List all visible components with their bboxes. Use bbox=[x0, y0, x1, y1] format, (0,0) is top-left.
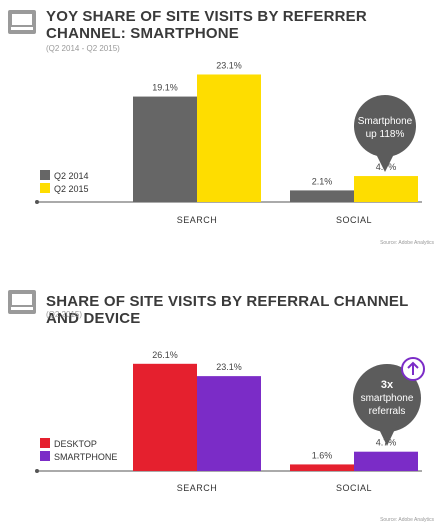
data-label: 1.6% bbox=[312, 450, 333, 460]
legend-swatch bbox=[40, 170, 50, 180]
category-label-social: SOCIAL bbox=[336, 215, 372, 225]
chart-title: SHARE OF SITE VISITS BY REFERRAL CHANNEL… bbox=[46, 293, 409, 327]
data-label: 23.1% bbox=[216, 60, 242, 70]
bar-chart-channel-device: 26.1%23.1%SEARCH1.6%4.7%SOCIALDESKTOPSMA… bbox=[35, 350, 425, 493]
bar-desktop-social bbox=[290, 464, 354, 471]
source-note: Source: Adobe Analytics bbox=[380, 240, 434, 246]
data-label: 23.1% bbox=[216, 362, 242, 372]
callout-bubble bbox=[354, 95, 416, 157]
legend-entry: Q2 2015 bbox=[54, 184, 89, 194]
laptop-icon bbox=[8, 10, 36, 34]
callout-line2: smartphone bbox=[361, 393, 414, 404]
source-note: Source: Adobe Analytics bbox=[380, 517, 434, 523]
callout-line2: up 118% bbox=[366, 129, 405, 140]
data-label: 19.1% bbox=[152, 83, 178, 93]
data-label: 2.1% bbox=[312, 176, 333, 186]
callout-line3: referrals bbox=[369, 406, 406, 417]
x-axis-start-dot bbox=[35, 200, 39, 204]
bar-desktop-search bbox=[133, 363, 197, 471]
bar-q2-2014-search bbox=[133, 96, 197, 202]
bar-q2-2014-social bbox=[290, 190, 354, 202]
category-label-search: SEARCH bbox=[177, 215, 218, 225]
legend-swatch bbox=[40, 451, 50, 461]
callout-pointer bbox=[377, 425, 397, 446]
bar-smartphone-social bbox=[354, 451, 418, 471]
category-label-search: SEARCH bbox=[177, 483, 218, 493]
legend-entry: SMARTPHONE bbox=[54, 452, 117, 462]
chart-subtitle: (Q2 2014 - Q2 2015) bbox=[46, 44, 120, 53]
legend-swatch bbox=[40, 438, 50, 448]
up-arrow-icon bbox=[407, 361, 419, 375]
callout-line1: Smartphone bbox=[358, 116, 413, 127]
callout-line1: 3x bbox=[381, 379, 394, 391]
x-axis-start-dot bbox=[35, 469, 39, 473]
laptop-icon bbox=[8, 290, 36, 314]
bar-smartphone-search bbox=[197, 376, 261, 471]
chart-panel-smartphone-yoy: YOY SHARE OF SITE VISITS BY REFERRER CHA… bbox=[0, 0, 442, 258]
callout-bubble bbox=[353, 364, 421, 432]
bar-q2-2015-social bbox=[354, 176, 418, 202]
category-label-social: SOCIAL bbox=[336, 483, 372, 493]
legend-entry: DESKTOP bbox=[54, 439, 97, 449]
data-label: 26.1% bbox=[152, 350, 178, 360]
chart-panel-channel-device: SHARE OF SITE VISITS BY REFERRAL CHANNEL… bbox=[0, 262, 442, 528]
legend-swatch bbox=[40, 183, 50, 193]
bar-q2-2015-search bbox=[197, 74, 261, 202]
callout-pointer bbox=[375, 152, 395, 172]
legend-entry: Q2 2014 bbox=[54, 171, 89, 181]
chart-subtitle: (Q2 2015) bbox=[46, 310, 83, 319]
chart-title: YOY SHARE OF SITE VISITS BY REFERRER CHA… bbox=[46, 8, 367, 42]
